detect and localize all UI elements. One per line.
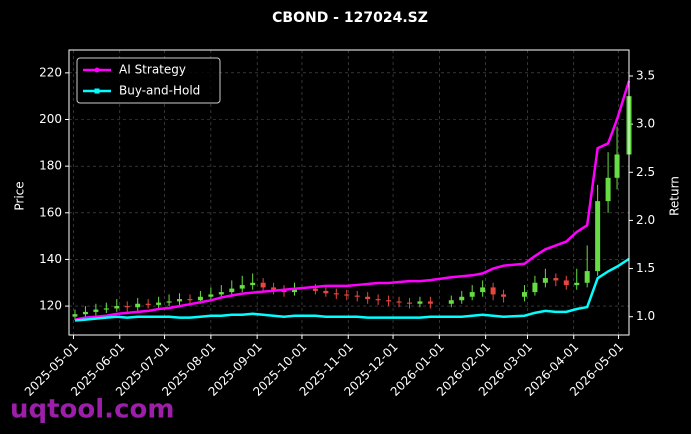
y-tick-label: 140 <box>39 252 62 266</box>
candle-body <box>480 287 486 293</box>
candle-body <box>490 287 496 295</box>
candle-body <box>563 280 569 286</box>
legend-label: AI Strategy <box>119 63 186 77</box>
y2-tick-label: 3.0 <box>636 117 655 131</box>
candle-body <box>187 299 193 301</box>
candle-body <box>312 288 318 291</box>
candle-body <box>553 278 559 281</box>
legend-box <box>76 57 221 104</box>
y-tick-label: 180 <box>39 159 62 173</box>
candle-body <box>82 311 88 315</box>
candle-body <box>197 296 203 301</box>
y-tick-label: 120 <box>39 299 62 313</box>
candle-body <box>93 309 99 312</box>
legend-label: Buy-and-Hold <box>119 84 200 98</box>
candle-body <box>427 301 433 304</box>
y-axis-label: Price <box>13 181 27 210</box>
legend-marker <box>94 67 100 73</box>
y2-tick-label: 3.5 <box>636 68 655 82</box>
candle-body <box>542 278 548 283</box>
y-tick-label: 200 <box>39 112 62 126</box>
candle-body <box>323 290 329 294</box>
candle-body <box>145 303 151 305</box>
candle-body <box>406 302 412 304</box>
y2-tick-label: 1.5 <box>636 261 655 275</box>
y2-tick-label: 2.0 <box>636 213 655 227</box>
candle-body <box>166 301 172 303</box>
candle-body <box>72 314 78 317</box>
y2-tick-label: 2.5 <box>636 165 655 179</box>
candle-body <box>333 293 339 295</box>
candle-body <box>229 288 235 293</box>
candle-body <box>344 294 350 296</box>
candle-body <box>271 287 277 290</box>
y-tick-label: 220 <box>39 65 62 79</box>
legend: AI Strategy Buy-and-Hold <box>76 57 221 104</box>
candle-body <box>177 299 183 302</box>
candle-body <box>417 301 423 304</box>
plot-frame <box>68 49 630 336</box>
candle-body <box>375 299 381 301</box>
series-line <box>74 80 631 321</box>
candle-body <box>448 300 454 304</box>
candle-body <box>574 282 580 286</box>
series-line <box>74 257 630 322</box>
candle-body <box>218 292 224 295</box>
y2-tick-label: 1.0 <box>636 309 655 323</box>
candle-body <box>208 294 214 297</box>
legend-marker <box>94 88 100 94</box>
candle-body <box>354 295 360 297</box>
candle-body <box>584 271 590 283</box>
y2-axis-label: Return <box>668 176 682 216</box>
candle-body <box>156 302 162 305</box>
candle-body <box>260 282 266 288</box>
watermark: uqtool.com <box>10 395 174 425</box>
candle-body <box>501 294 507 297</box>
candle-body <box>521 292 527 297</box>
candle-body <box>291 288 297 293</box>
candle-body <box>135 303 141 308</box>
y-tick-label: 160 <box>39 205 62 219</box>
candle-body <box>386 300 392 302</box>
candle-body <box>103 308 109 310</box>
candle-body <box>595 201 601 272</box>
chart-title: CBOND - 127024.SZ <box>272 10 428 26</box>
candle-body <box>239 285 245 289</box>
candle-body <box>459 296 465 301</box>
candle-body <box>250 282 256 286</box>
candle-body <box>605 177 611 202</box>
candle-body <box>124 306 130 308</box>
candle-body <box>614 154 620 178</box>
candle-body <box>396 301 402 303</box>
candle-body <box>469 292 475 297</box>
candle-body <box>532 282 538 293</box>
candle-body <box>365 296 371 300</box>
candle-body <box>114 306 120 309</box>
